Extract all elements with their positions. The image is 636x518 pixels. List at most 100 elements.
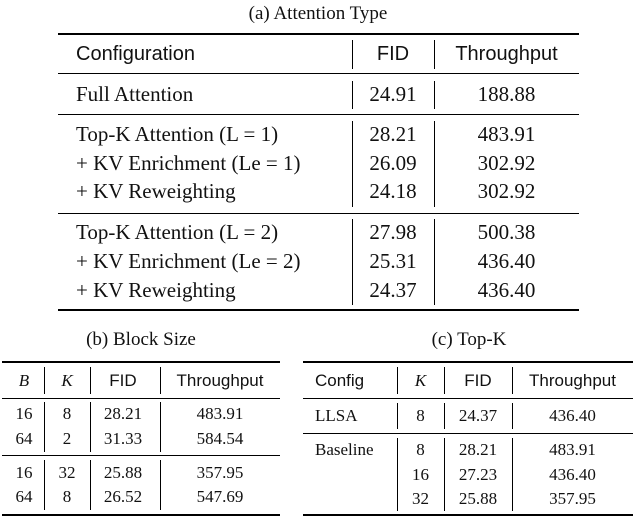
table-a-col-divider: [434, 121, 435, 207]
table-c-col-divider: [444, 403, 445, 429]
table-a-header-fid: FID: [376, 43, 410, 65]
table-b-cell-throughput: 547.69: [196, 487, 244, 506]
table-b-col-divider: [44, 367, 45, 394]
table-b-cell-k: 8: [62, 487, 72, 506]
table-a-row-throughput: 436.40: [477, 278, 536, 302]
table-b-header-b: B: [18, 371, 30, 390]
table-c-cell-throughput: 483.91: [549, 440, 596, 459]
table-a-row-config: + KV Reweighting: [76, 278, 236, 302]
table-b-cell-b: 16: [15, 404, 33, 423]
table-b-cell-throughput: 483.91: [196, 404, 244, 423]
table-a-row-config: Top-K Attention (L = 2): [76, 220, 279, 244]
table-a-row-config: Full Attention: [76, 82, 194, 106]
table-a-col-divider: [352, 121, 353, 207]
table-b-col-divider: [160, 402, 161, 452]
table-b-header-fid: FID: [109, 371, 137, 390]
table-a-row-fid: 24.91: [369, 82, 417, 106]
table-a-row-fid: 26.09: [369, 151, 417, 175]
table-b-cell-b: 64: [15, 429, 33, 448]
table-c-cell-k: 32: [412, 489, 429, 508]
table-c-cell-throughput: 357.95: [549, 489, 596, 508]
table-b-caption: (b) Block Size: [86, 329, 196, 350]
table-a-header-throughput: Throughput: [455, 43, 558, 65]
table-b-cell-fid: 28.21: [103, 404, 143, 423]
table-a-col-divider: [352, 40, 353, 69]
table-c-header-k: K: [414, 371, 427, 390]
table-c-cell-fid: 24.37: [458, 406, 498, 425]
table-c-col-divider: [397, 367, 398, 394]
table-c-cell-throughput: 436.40: [549, 465, 596, 484]
table-b-col-divider: [90, 460, 91, 510]
table-c-caption: (c) Top-K: [431, 329, 507, 350]
table-c-top-rule: [303, 361, 633, 363]
table-c-cell-fid: 27.23: [458, 465, 498, 484]
table-b-cell-k: 8: [62, 404, 72, 423]
table-a-group-rule: [58, 213, 579, 214]
table-c-bottom-rule: [303, 514, 633, 516]
table-b-col-divider: [160, 460, 161, 510]
table-a-col-divider: [352, 219, 353, 305]
table-c-cell-throughput: 436.40: [549, 406, 596, 425]
table-b-group-rule: [2, 455, 280, 456]
table-b-col-divider: [44, 402, 45, 452]
table-c-col-divider: [397, 403, 398, 429]
table-a-col-divider: [434, 81, 435, 109]
table-a-row-config: Top-K Attention (L = 1): [76, 122, 279, 146]
table-c-group-rule: [303, 433, 633, 434]
table-a-row-fid: 25.31: [369, 249, 417, 273]
table-b-cell-throughput: 584.54: [196, 429, 244, 448]
table-a-col-divider: [434, 40, 435, 69]
table-a-row-fid: 24.37: [369, 278, 417, 302]
table-b-cell-fid: 25.88: [103, 463, 143, 482]
table-a-col-divider: [434, 219, 435, 305]
table-b-cell-fid: 26.52: [103, 487, 143, 506]
table-b-col-divider: [90, 367, 91, 394]
table-c-header-throughput: Throughput: [529, 371, 616, 390]
table-a-row-throughput: 500.38: [477, 220, 536, 244]
table-b-top-rule: [2, 361, 280, 363]
table-c-col-divider: [444, 438, 445, 511]
table-c-col-divider: [512, 438, 513, 511]
table-c-col-divider: [444, 367, 445, 394]
table-c-col-divider: [512, 403, 513, 429]
table-b-cell-b: 16: [15, 463, 33, 482]
table-c-cell-config: LLSA: [315, 406, 358, 425]
table-a-row-fid: 24.18: [369, 179, 417, 203]
table-a-row-config: + KV Enrichment (Le = 1): [76, 151, 301, 175]
table-a-col-divider: [352, 81, 353, 109]
table-a-bottom-rule: [58, 309, 579, 311]
table-a-row-throughput: 302.92: [477, 179, 536, 203]
table-a-caption: (a) Attention Type: [248, 3, 388, 24]
table-a-row-config: + KV Enrichment (Le = 2): [76, 249, 301, 273]
table-a-header-rule: [58, 73, 579, 74]
table-c-col-divider: [397, 438, 398, 511]
table-a-group-rule: [58, 114, 579, 115]
table-c-cell-config: Baseline: [315, 440, 374, 459]
table-c-cell-k: 8: [416, 406, 425, 425]
table-a-row-throughput: 302.92: [477, 151, 536, 175]
table-b-col-divider: [160, 367, 161, 394]
table-b-col-divider: [44, 460, 45, 510]
table-c-header-rule: [303, 398, 633, 399]
table-b-header-rule: [2, 398, 280, 399]
table-c-cell-k: 8: [416, 440, 425, 459]
table-a-top-rule: [58, 33, 579, 35]
table-a-row-throughput: 483.91: [477, 122, 536, 146]
table-c-cell-fid: 28.21: [458, 440, 498, 459]
table-b-cell-b: 64: [15, 487, 33, 506]
table-c-cell-k: 16: [412, 465, 429, 484]
table-c-col-divider: [512, 367, 513, 394]
table-b-cell-k: 32: [58, 463, 76, 482]
table-a-row-config: + KV Reweighting: [76, 179, 236, 203]
table-a-row-throughput: 188.88: [477, 82, 536, 106]
table-a-row-throughput: 436.40: [477, 249, 536, 273]
table-b-header-throughput: Throughput: [176, 371, 264, 390]
table-b-col-divider: [90, 402, 91, 452]
table-b-cell-throughput: 357.95: [196, 463, 244, 482]
table-c-header-fid: FID: [464, 371, 492, 390]
table-a-row-fid: 28.21: [369, 122, 417, 146]
table-a-row-fid: 27.98: [369, 220, 417, 244]
table-b-cell-fid: 31.33: [103, 429, 143, 448]
table-c-header-config: Config: [315, 371, 365, 390]
table-b-bottom-rule: [2, 514, 280, 516]
